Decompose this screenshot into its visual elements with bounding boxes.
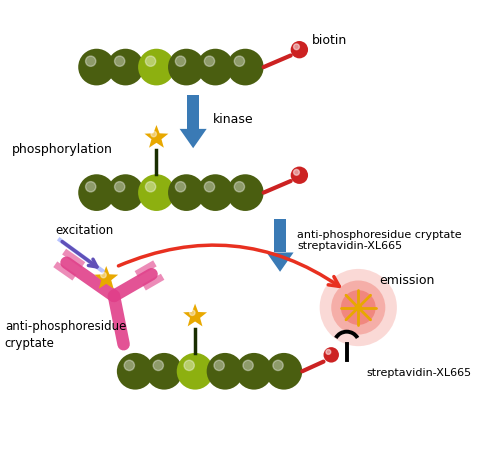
Text: biotin: biotin: [312, 33, 347, 47]
Circle shape: [184, 360, 194, 370]
Circle shape: [145, 182, 156, 192]
Text: anti-phosphoresidue
cryptate: anti-phosphoresidue cryptate: [5, 319, 126, 349]
Circle shape: [175, 182, 186, 192]
Circle shape: [197, 174, 234, 211]
Circle shape: [153, 360, 163, 370]
Circle shape: [117, 353, 153, 390]
Circle shape: [190, 310, 195, 316]
Circle shape: [204, 182, 215, 192]
Circle shape: [145, 56, 156, 66]
Circle shape: [138, 49, 175, 85]
Circle shape: [294, 44, 299, 50]
Circle shape: [168, 49, 205, 85]
Polygon shape: [94, 266, 118, 289]
Circle shape: [265, 353, 302, 390]
Bar: [187, 95, 199, 129]
Circle shape: [320, 269, 397, 346]
Polygon shape: [144, 125, 168, 148]
Circle shape: [294, 169, 299, 175]
Circle shape: [101, 272, 106, 278]
Circle shape: [78, 49, 115, 85]
Circle shape: [151, 131, 156, 137]
Text: excitation: excitation: [55, 224, 114, 237]
Circle shape: [234, 56, 245, 66]
Circle shape: [234, 182, 245, 192]
Bar: [274, 218, 286, 252]
Circle shape: [168, 174, 205, 211]
Circle shape: [227, 174, 263, 211]
Text: emission: emission: [379, 274, 435, 287]
Circle shape: [355, 304, 362, 311]
Circle shape: [331, 280, 385, 335]
Circle shape: [107, 174, 144, 211]
Circle shape: [291, 41, 308, 59]
Circle shape: [78, 174, 115, 211]
Polygon shape: [183, 304, 207, 327]
Text: anti-phosphoresidue cryptate
streptavidin-XL665: anti-phosphoresidue cryptate streptavidi…: [297, 229, 462, 251]
Circle shape: [236, 353, 272, 390]
Circle shape: [197, 49, 234, 85]
Circle shape: [273, 360, 283, 370]
Circle shape: [175, 56, 186, 66]
Circle shape: [243, 360, 253, 370]
Circle shape: [214, 360, 224, 370]
Polygon shape: [266, 252, 294, 272]
Circle shape: [138, 174, 175, 211]
Circle shape: [115, 182, 125, 192]
Text: kinase: kinase: [213, 113, 253, 126]
Circle shape: [124, 360, 134, 370]
Polygon shape: [180, 129, 207, 148]
Circle shape: [326, 349, 331, 354]
Circle shape: [86, 56, 96, 66]
Circle shape: [86, 182, 96, 192]
Text: phosphorylation: phosphorylation: [11, 143, 113, 156]
Circle shape: [324, 347, 339, 363]
Circle shape: [291, 167, 308, 184]
Circle shape: [107, 49, 144, 85]
Circle shape: [204, 56, 215, 66]
Circle shape: [227, 49, 263, 85]
Circle shape: [341, 290, 375, 325]
Circle shape: [115, 56, 125, 66]
Text: streptavidin-XL665: streptavidin-XL665: [366, 368, 471, 378]
Circle shape: [207, 353, 244, 390]
Circle shape: [177, 353, 214, 390]
Circle shape: [146, 353, 183, 390]
